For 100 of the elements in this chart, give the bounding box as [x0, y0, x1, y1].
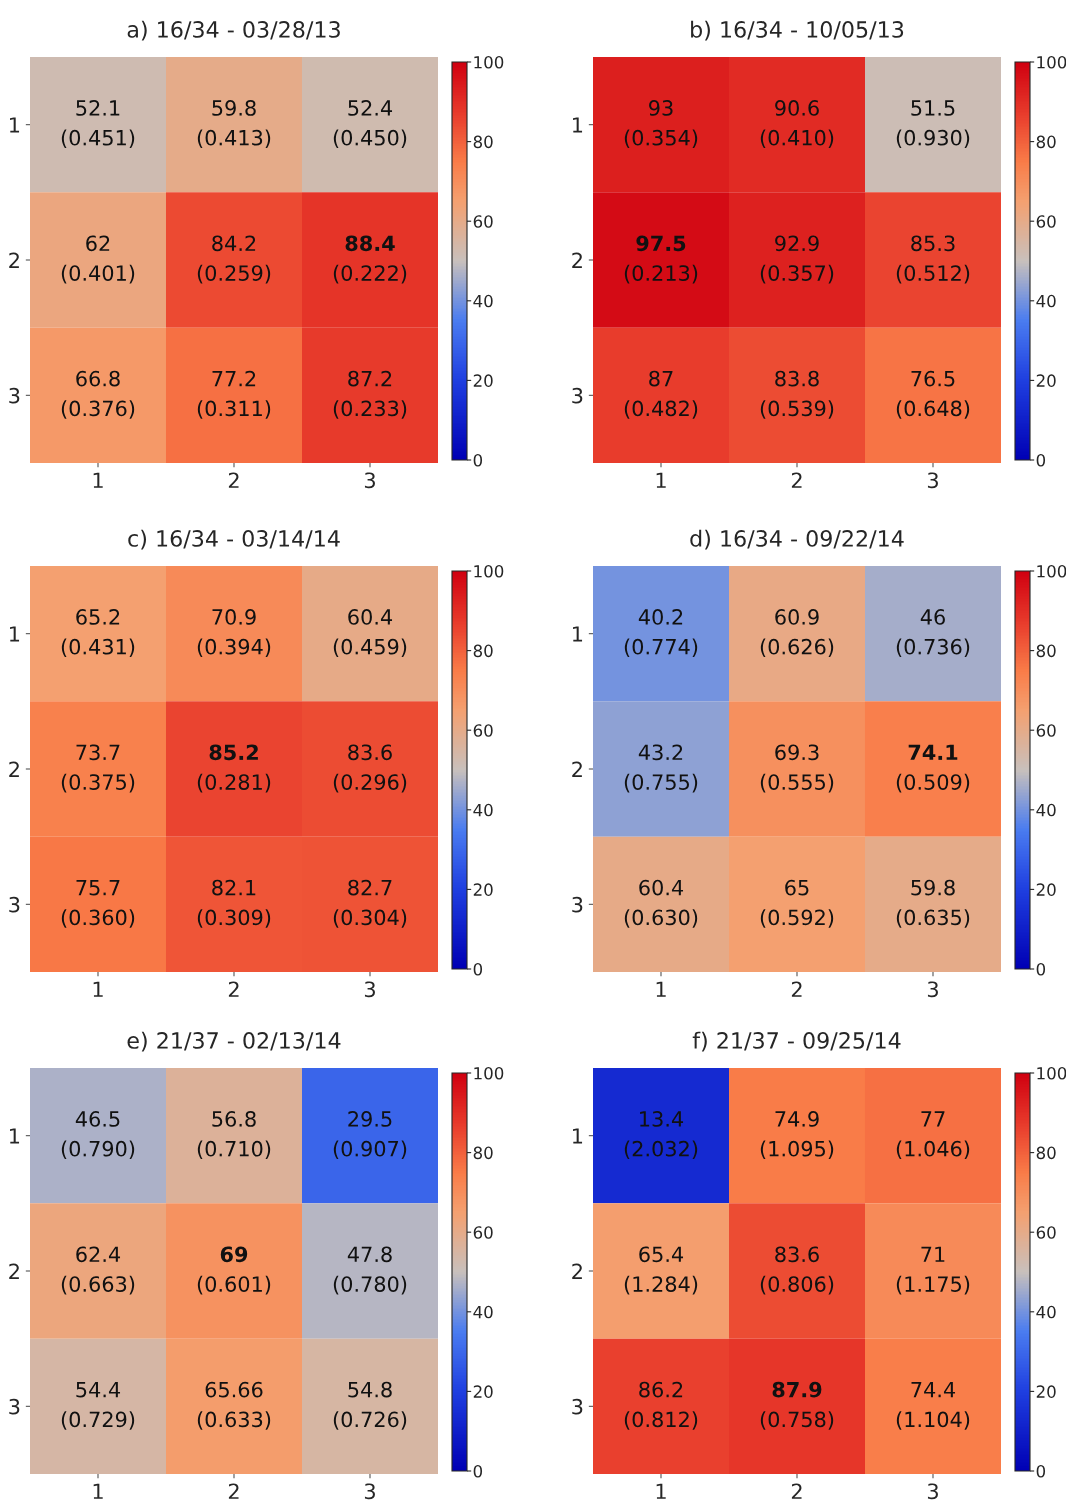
- data-label: 87 (0.482): [624, 370, 698, 419]
- y-tick-label: 1: [573, 1128, 583, 1144]
- data-label: 59.8 (0.635): [896, 879, 970, 928]
- data-label: 74.9 (1.095): [760, 1111, 834, 1160]
- data-label: 60.4 (0.630): [624, 879, 698, 928]
- data-label: 62 (0.401): [61, 235, 135, 284]
- x-tick-label: 2: [228, 472, 239, 488]
- data-label: 70.9 (0.394): [197, 609, 271, 658]
- y-tick-label: 3: [9, 387, 20, 404]
- y-tick-label: 3: [572, 387, 583, 404]
- color-bar-label: 40: [1036, 1305, 1056, 1319]
- data-label: 65 (0.592): [760, 879, 834, 928]
- x-tick-label: 1: [93, 1483, 103, 1499]
- color-bar-label: 20: [1036, 374, 1056, 387]
- y-tick-label: 2: [9, 252, 19, 268]
- color-bar-label: 0: [473, 962, 483, 976]
- data-label: 87.2 (0.233): [333, 370, 407, 419]
- data-label: 52.4 (0.450): [333, 100, 407, 149]
- y-tick-label: 2: [572, 252, 582, 268]
- data-label: 46.5 (0.790): [61, 1111, 135, 1160]
- data-label: 47.8 (0.780): [333, 1246, 407, 1295]
- data-label: 43.2 (0.755): [624, 744, 698, 793]
- data-label: 60.9 (0.626): [760, 609, 834, 658]
- data-label: 59.8 (0.413): [197, 100, 271, 149]
- data-label: 71 (1.175): [896, 1246, 970, 1295]
- color-bar-label: 100: [1037, 1066, 1066, 1080]
- data-label: 85.2 (0.281): [197, 744, 271, 793]
- data-label: 76.5 (0.648): [896, 370, 970, 419]
- color-bar-label: 80: [1036, 135, 1056, 149]
- color-bar-label: 20: [1036, 1385, 1056, 1398]
- color-bar-label: 100: [474, 564, 504, 578]
- data-label: 74.1 (0.509): [896, 744, 970, 793]
- y-tick-label: 1: [10, 626, 20, 642]
- data-label: 93 (0.354): [624, 100, 698, 149]
- color-bar-label: 20: [473, 883, 493, 896]
- y-tick-label: 2: [9, 1263, 19, 1279]
- color-bar-label: 0: [1036, 453, 1046, 467]
- color-bar-label: 40: [1036, 803, 1056, 817]
- x-tick-label: 3: [364, 472, 375, 489]
- color-bar-label: 60: [1036, 215, 1056, 228]
- x-tick-label: 3: [927, 472, 938, 489]
- x-tick-label: 1: [93, 472, 103, 488]
- data-label: 54.4 (0.729): [61, 1382, 135, 1430]
- data-label: 84.2 (0.259): [197, 235, 271, 284]
- data-label: 51.5 (0.930): [896, 100, 970, 149]
- color-bar-label: 100: [474, 1066, 504, 1080]
- color-bar-label: 20: [473, 1385, 493, 1398]
- data-label: 56.8 (0.710): [197, 1111, 271, 1160]
- y-tick-label: 3: [572, 896, 583, 913]
- x-tick-label: 3: [364, 981, 375, 998]
- chart-title: f) 21/37 - 09/25/14: [692, 1031, 901, 1052]
- color-bar-label: 80: [473, 135, 493, 149]
- data-label: 40.2 (0.774): [624, 609, 698, 658]
- color-bar-label: 40: [473, 1305, 493, 1319]
- chart-title: d) 16/34 - 09/22/14: [690, 529, 904, 550]
- data-label: 69.3 (0.555): [760, 744, 834, 793]
- color-bar-label: 0: [1036, 962, 1046, 976]
- chart-title: e) 21/37 - 02/13/14: [127, 1031, 341, 1052]
- color-bar-label: 20: [1036, 883, 1056, 896]
- color-bar-label: 40: [473, 294, 493, 308]
- data-label: 65.66 (0.633): [197, 1381, 271, 1430]
- data-label: 86.2 (0.812): [624, 1381, 698, 1430]
- data-label: 46 (0.736): [896, 609, 970, 658]
- data-label: 85.3 (0.512): [896, 235, 970, 284]
- chart-title: b) 16/34 - 10/05/13: [691, 20, 904, 41]
- y-tick-label: 2: [572, 761, 582, 777]
- data-label: 83.6 (0.296): [333, 744, 407, 793]
- color-bar-label: 60: [1036, 724, 1056, 737]
- data-label: 87.9 (0.758): [760, 1381, 834, 1430]
- x-tick-label: 2: [791, 981, 802, 997]
- y-tick-label: 3: [9, 896, 20, 913]
- x-tick-label: 2: [228, 981, 239, 997]
- color-bar-label: 60: [473, 215, 493, 228]
- color-bar-label: 60: [1036, 1226, 1056, 1239]
- color-bar-label: 80: [473, 1146, 493, 1160]
- color-bar-label: 0: [1036, 1464, 1046, 1478]
- color-bar-label: 60: [473, 1226, 493, 1239]
- x-tick-label: 2: [791, 1483, 802, 1499]
- data-label: 66.8 (0.376): [61, 370, 135, 419]
- color-bar-label: 100: [474, 55, 504, 69]
- data-label: 77 (1.046): [896, 1111, 970, 1160]
- color-bar-label: 60: [473, 724, 493, 737]
- chart-title: c) 16/34 - 03/14/14: [128, 529, 340, 550]
- y-tick-label: 1: [573, 117, 583, 133]
- color-bar-label: 80: [1036, 644, 1056, 658]
- x-tick-label: 2: [228, 1483, 239, 1499]
- color-bar-label: 80: [1036, 1146, 1056, 1160]
- x-tick-label: 1: [656, 472, 666, 488]
- color-bar-label: 20: [473, 374, 493, 387]
- data-label: 92.9 (0.357): [760, 235, 834, 284]
- data-label: 29.5 (0.907): [333, 1111, 407, 1160]
- y-tick-label: 2: [572, 1263, 582, 1279]
- x-tick-label: 3: [927, 1483, 938, 1500]
- data-label: 52.1 (0.451): [61, 100, 135, 149]
- data-label: 82.1 (0.309): [197, 879, 271, 928]
- data-label: 75.7 (0.360): [61, 880, 135, 928]
- color-bar-label: 100: [1037, 564, 1066, 578]
- chart-title: a) 16/34 - 03/28/13: [127, 20, 340, 41]
- data-label: 97.5 (0.213): [624, 235, 698, 284]
- data-label: 73.7 (0.375): [61, 744, 135, 793]
